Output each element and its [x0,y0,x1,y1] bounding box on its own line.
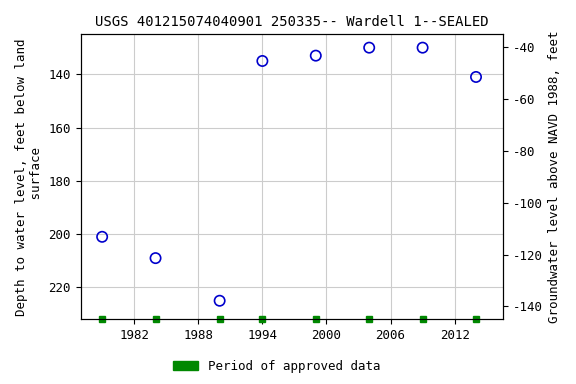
Point [258,58,267,64]
Point [365,45,374,51]
Point [471,74,480,80]
Title: USGS 401215074040901 250335-- Wardell 1--SEALED: USGS 401215074040901 250335-- Wardell 1-… [95,15,488,29]
Y-axis label: Groundwater level above NAVD 1988, feet: Groundwater level above NAVD 1988, feet [548,31,561,323]
Point [418,45,427,51]
Point [97,234,107,240]
Point [151,255,160,261]
Y-axis label: Depth to water level, feet below land
 surface: Depth to water level, feet below land su… [15,38,43,316]
Point [215,298,224,304]
Legend: Period of approved data: Period of approved data [168,355,385,378]
Point [311,53,320,59]
